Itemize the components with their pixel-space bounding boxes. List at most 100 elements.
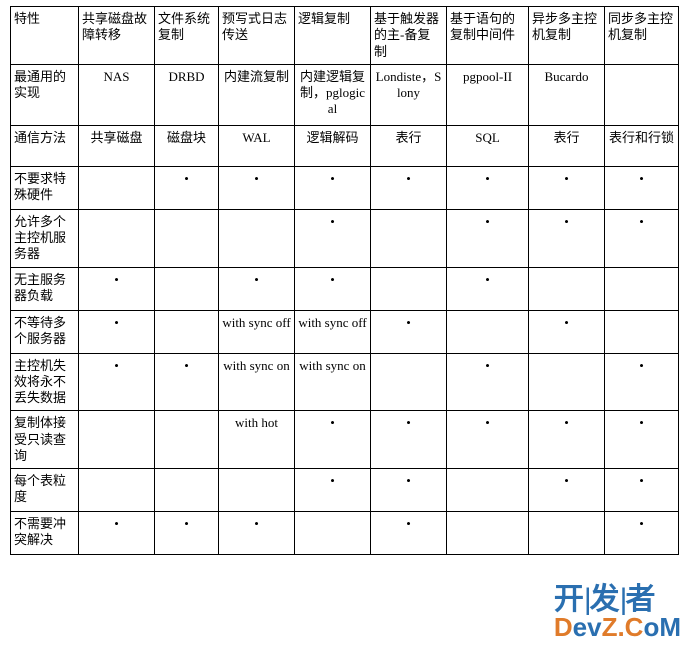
row-label: 无主服务器负载 — [11, 267, 79, 310]
col-header: 异步多主控机复制 — [529, 7, 605, 65]
cell — [371, 353, 447, 411]
table-wrapper: 特性 共享磁盘故障转移 文件系统复制 预写式日志传送 逻辑复制 基于触发器的主-… — [0, 0, 687, 561]
cell: • — [79, 353, 155, 411]
cell: • — [219, 267, 295, 310]
watermark-part: oM — [643, 612, 681, 642]
cell — [79, 411, 155, 469]
cell — [605, 267, 679, 310]
cell — [155, 209, 219, 267]
cell: • — [295, 209, 371, 267]
table-row: 允许多个主控机服务器 • • • • — [11, 209, 679, 267]
cell: DRBD — [155, 64, 219, 125]
cell: • — [219, 166, 295, 209]
table-row: 每个表粒度 • • • • — [11, 469, 679, 512]
cell — [605, 64, 679, 125]
row-label: 不要求特殊硬件 — [11, 166, 79, 209]
cell — [295, 512, 371, 555]
cell: • — [371, 469, 447, 512]
cell: NAS — [79, 64, 155, 125]
cell: 逻辑解码 — [295, 125, 371, 166]
cell — [79, 166, 155, 209]
cell — [447, 469, 529, 512]
table-row: 无主服务器负载 • • • • — [11, 267, 679, 310]
watermark: 开|发|者 DevZ.CoM — [554, 584, 681, 641]
cell: • — [371, 166, 447, 209]
watermark-part: D — [554, 612, 573, 642]
cell — [219, 209, 295, 267]
cell: 内建逻辑复制，pglogical — [295, 64, 371, 125]
cell — [529, 267, 605, 310]
row-label: 通信方法 — [11, 125, 79, 166]
row-label: 不需要冲突解决 — [11, 512, 79, 555]
cell: • — [605, 209, 679, 267]
watermark-char: 发 — [590, 583, 626, 616]
cell: 内建流复制 — [219, 64, 295, 125]
table-row: 不等待多个服务器 • with sync off with sync off •… — [11, 310, 679, 353]
cell: • — [529, 310, 605, 353]
watermark-char: 者 — [625, 583, 661, 616]
cell: • — [447, 353, 529, 411]
cell — [155, 411, 219, 469]
table-row: 不需要冲突解决 • • • • • — [11, 512, 679, 555]
cell: 表行 — [529, 125, 605, 166]
cell: • — [447, 166, 529, 209]
row-label: 每个表粒度 — [11, 469, 79, 512]
cell: • — [295, 166, 371, 209]
table-row: 主控机失效将永不丢失数据 • • with sync on with sync … — [11, 353, 679, 411]
watermark-char: 开 — [554, 583, 590, 616]
cell: • — [155, 166, 219, 209]
cell: with sync off — [219, 310, 295, 353]
cell: • — [605, 469, 679, 512]
col-header: 预写式日志传送 — [219, 7, 295, 65]
cell: • — [529, 411, 605, 469]
watermark-bottom: DevZ.CoM — [554, 614, 681, 641]
row-label: 允许多个主控机服务器 — [11, 209, 79, 267]
cell: 共享磁盘 — [79, 125, 155, 166]
watermark-part: ev — [573, 612, 602, 642]
cell: Bucardo — [529, 64, 605, 125]
cell: pgpool-II — [447, 64, 529, 125]
cell: • — [295, 469, 371, 512]
col-header: 基于触发器的主-备复制 — [371, 7, 447, 65]
row-label: 复制体接受只读查询 — [11, 411, 79, 469]
cell — [605, 310, 679, 353]
table-header-row: 特性 共享磁盘故障转移 文件系统复制 预写式日志传送 逻辑复制 基于触发器的主-… — [11, 7, 679, 65]
watermark-part: C — [625, 612, 644, 642]
cell: • — [79, 267, 155, 310]
cell: • — [371, 411, 447, 469]
watermark-part: Z. — [602, 612, 625, 642]
cell: • — [605, 512, 679, 555]
cell — [219, 469, 295, 512]
table-row: 复制体接受只读查询 with hot • • • • • — [11, 411, 679, 469]
cell: with sync on — [219, 353, 295, 411]
col-header: 同步多主控机复制 — [605, 7, 679, 65]
cell: WAL — [219, 125, 295, 166]
cell: • — [79, 310, 155, 353]
cell: • — [529, 166, 605, 209]
cell: with sync on — [295, 353, 371, 411]
col-header: 特性 — [11, 7, 79, 65]
watermark-top: 开|发|者 — [554, 584, 681, 616]
cell — [447, 310, 529, 353]
col-header: 共享磁盘故障转移 — [79, 7, 155, 65]
row-label: 主控机失效将永不丢失数据 — [11, 353, 79, 411]
cell: • — [605, 166, 679, 209]
cell: • — [79, 512, 155, 555]
cell: • — [295, 411, 371, 469]
pipe-icon: | — [620, 583, 628, 616]
cell — [529, 512, 605, 555]
cell: • — [447, 411, 529, 469]
row-label: 不等待多个服务器 — [11, 310, 79, 353]
cell: 表行和行锁 — [605, 125, 679, 166]
cell: • — [605, 353, 679, 411]
cell: SQL — [447, 125, 529, 166]
cell — [529, 353, 605, 411]
col-header: 文件系统复制 — [155, 7, 219, 65]
cell — [155, 469, 219, 512]
cell — [155, 267, 219, 310]
cell — [371, 267, 447, 310]
cell — [79, 469, 155, 512]
cell: • — [529, 209, 605, 267]
cell: • — [155, 512, 219, 555]
table-row: 最通用的实现 NAS DRBD 内建流复制 内建逻辑复制，pglogical L… — [11, 64, 679, 125]
